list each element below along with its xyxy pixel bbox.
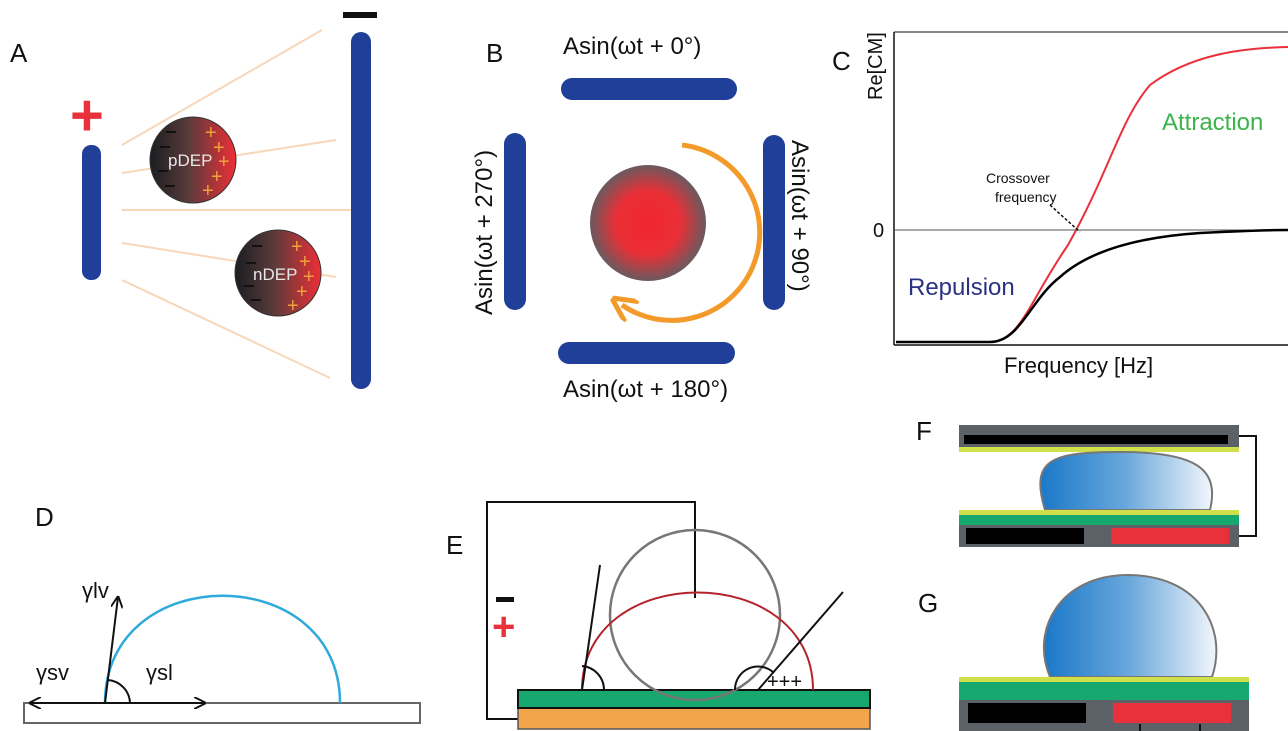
- connection-wire: [1239, 435, 1257, 537]
- tangent-right: [757, 591, 844, 691]
- y-axis-label: Re[CM]: [865, 32, 887, 100]
- panel-d-letter: D: [35, 502, 54, 532]
- zero-tick-label: 0: [873, 220, 884, 242]
- phase-top-label: Asin(ωt + 0°): [563, 33, 701, 60]
- charges-label: +++: [767, 671, 802, 693]
- pdep-minus-charges: [158, 131, 176, 187]
- bottom-dielectric-layer: [959, 515, 1239, 525]
- circuit-wire: [486, 501, 696, 720]
- phase-left-label: Asin(ωt + 270°): [471, 150, 498, 315]
- panel-g: G: [918, 573, 1249, 731]
- panel-c: C Re[CM] 0 Frequency [Hz] Attraction Rep…: [832, 31, 1288, 378]
- angle-arc-left: [581, 665, 606, 691]
- field-lines: [121, 29, 354, 379]
- bottom-hydrophobic-layer: [959, 510, 1239, 515]
- panel-a: A + pDEP + + + + +: [10, 12, 377, 389]
- tangent-left: [581, 564, 601, 691]
- svg-text:+: +: [291, 236, 303, 258]
- panel-f: F: [916, 416, 1257, 547]
- svg-text:+: +: [202, 180, 214, 202]
- crossover-label-line2: frequency: [995, 189, 1056, 205]
- panel-f-letter: F: [916, 416, 932, 446]
- gamma-sv-label: γsv: [36, 660, 69, 685]
- svg-text:+: +: [211, 166, 223, 188]
- crossover-label-line1: Crossover: [986, 170, 1050, 186]
- x-axis-label: Frequency [Hz]: [1004, 353, 1153, 378]
- svg-text:+: +: [213, 137, 225, 159]
- svg-text:+: +: [205, 122, 217, 144]
- electrode-on: [1111, 528, 1229, 544]
- ndep-label: nDEP: [253, 265, 297, 284]
- panel-e: E + +++: [446, 501, 871, 730]
- ndep-particle: nDEP + + + + +: [234, 229, 322, 317]
- pdep-label: pDEP: [168, 151, 212, 170]
- svg-text:+: +: [218, 151, 230, 173]
- rotation-arrow: [622, 142, 763, 323]
- panel-d: D γlv γsv γsl: [23, 502, 421, 724]
- crossover-pointer: [1049, 204, 1081, 233]
- confined-droplet: [1039, 450, 1214, 511]
- droplet-before: [608, 528, 782, 702]
- ndep-plus-charges: + + + + +: [287, 236, 315, 317]
- open-droplet: [1042, 573, 1218, 678]
- angle-arc-right: [733, 665, 775, 691]
- droplet-outline: [103, 594, 342, 704]
- attraction-label: Attraction: [1162, 109, 1263, 136]
- droplet-after: [581, 591, 814, 691]
- minus-terminal: [496, 597, 514, 602]
- gamma-sl-label: γsl: [146, 660, 173, 685]
- svg-text:+: +: [296, 281, 308, 303]
- pdep-plus-charges: + + + + +: [202, 122, 230, 202]
- svg-text:+: +: [299, 251, 311, 273]
- panel-c-letter: C: [832, 46, 851, 76]
- dielectric-layer-g: [959, 682, 1249, 700]
- gamma-lv-label: γlv: [82, 578, 109, 603]
- panel-b: B Asin(ωt + 0°) Asin(ωt + 180°) Asin(ωt …: [471, 33, 813, 403]
- panel-a-letter: A: [10, 38, 28, 68]
- electrode-right: [763, 135, 785, 310]
- plus-sign: +: [70, 83, 104, 148]
- electrode-off: [966, 528, 1084, 544]
- electrode-bottom: [558, 342, 735, 364]
- phase-bottom-label: Asin(ωt + 180°): [563, 376, 728, 403]
- hydrophobic-layer: [959, 677, 1249, 682]
- gamma-lv-arrow: [104, 597, 118, 704]
- substrate: [23, 702, 421, 724]
- phase-right-label: Asin(ωt + 90°): [786, 140, 813, 292]
- right-electrode: [351, 32, 371, 389]
- repulsion-label: Repulsion: [908, 274, 1015, 301]
- plus-terminal: +: [492, 605, 515, 649]
- left-electrode: [82, 145, 101, 280]
- pdep-particle: pDEP + + + + +: [149, 116, 237, 204]
- top-electrode: [964, 435, 1228, 444]
- re-cm-curve-red: [896, 46, 1288, 343]
- re-cm-curve-black: [896, 228, 1288, 344]
- rotating-particle: [590, 165, 706, 281]
- svg-text:+: +: [287, 295, 299, 317]
- electrode-off-g: [968, 703, 1086, 723]
- top-hydrophobic-layer: [959, 447, 1239, 452]
- electrode-on-g: [1113, 703, 1231, 723]
- minus-sign: [343, 12, 377, 18]
- substrate-layer: [517, 707, 871, 730]
- contact-angle-arc: [107, 679, 131, 704]
- electrode-left: [504, 133, 526, 310]
- ndep-minus-charges: [244, 245, 262, 301]
- panel-g-letter: G: [918, 588, 938, 618]
- electrode-top: [561, 78, 737, 100]
- panel-b-letter: B: [486, 38, 503, 68]
- svg-text:+: +: [303, 266, 315, 288]
- panel-e-letter: E: [446, 530, 463, 560]
